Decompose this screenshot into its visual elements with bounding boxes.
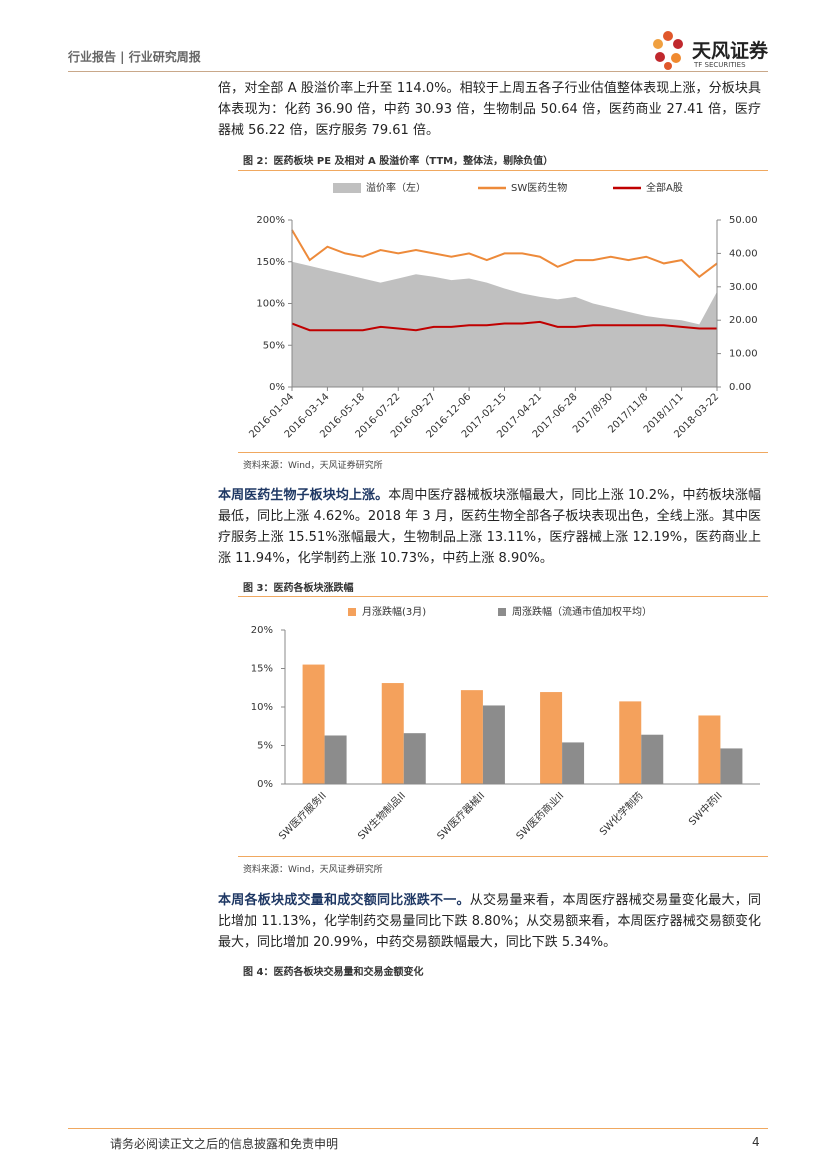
bar xyxy=(403,733,426,784)
y2-tick-label: 0.00 xyxy=(729,382,751,393)
paragraph: 本周各板块成交量和成交额同比涨跌不一。从交易量来看，本周医疗器械交易量变化最大，… xyxy=(218,890,761,953)
header-rule xyxy=(68,71,768,72)
footer-rule xyxy=(68,1128,768,1129)
x-tick-label: SW医疗服务II xyxy=(276,789,329,842)
chart: 0% 50% 100% 150% 200% 0.00 10.00 20.00 30.00 40.0… xyxy=(247,181,758,440)
figure-rule xyxy=(238,170,768,171)
y2-tick-label: 10.00 xyxy=(729,349,758,360)
figure-rule xyxy=(238,596,768,597)
paragraph-lead: 本周各板块成交量和成交额同比涨跌不一。 xyxy=(218,893,470,908)
bar xyxy=(302,664,325,784)
bar xyxy=(482,705,505,784)
x-tick-label: SW生物制品II xyxy=(355,789,408,842)
logo-sub: TF SECURITIES xyxy=(694,61,746,69)
paragraph: 倍，对全部 A 股溢价率上升至 114.0%。相较于上周五各子行业估值整体表现上… xyxy=(218,81,761,138)
x-tick-label: SW中药II xyxy=(686,789,725,828)
bar xyxy=(562,742,585,784)
legend-label: 溢价率（左） xyxy=(366,181,426,194)
figure-caption: 图 3：医药各板块涨跌幅 xyxy=(243,583,354,594)
bar xyxy=(540,692,563,784)
legend-swatch xyxy=(498,608,506,616)
x-tick-label: SW医药商业II xyxy=(513,789,566,842)
figure-caption: 图 4：医药各板块交易量和交易金额变化 xyxy=(243,967,424,978)
y-tick-label: 0% xyxy=(269,382,285,393)
y2-tick-label: 20.00 xyxy=(729,315,758,326)
figure-source: 资料来源：Wind，天风证券研究所 xyxy=(243,865,383,875)
legend-label: 全部A股 xyxy=(646,181,683,194)
line xyxy=(291,229,718,279)
legend-swatch xyxy=(333,183,361,193)
y-tick-label: 50% xyxy=(263,340,285,351)
paragraph-lead: 本周医药生物子板块均上涨。 xyxy=(218,488,389,503)
legend-label: 月涨跌幅(3月) xyxy=(362,605,426,618)
y2-tick-label: 40.00 xyxy=(729,248,758,259)
footer-disclaimer: 请务必阅读正文之后的信息披露和免责申明 xyxy=(110,1137,339,1151)
bar xyxy=(324,735,347,784)
chart: 0% 5% 10% 15% 20% SW医疗服务II SW生物制品II SW医疗器械II SW医… xyxy=(251,605,760,842)
bar xyxy=(720,748,743,784)
bar xyxy=(619,701,642,784)
x-tick-label: SW医疗器械II xyxy=(434,789,487,842)
bar xyxy=(698,715,721,784)
legend-swatch xyxy=(348,608,356,616)
paragraph-text: 本周中医疗器械板块涨幅最大，同比上涨 10.2%，中药板块涨幅最低，同比上涨 4… xyxy=(218,488,761,566)
logo-mark xyxy=(653,31,683,70)
paragraph: 本周医药生物子板块均上涨。本周中医疗器械板块涨幅最大，同比上涨 10.2%，中药… xyxy=(218,485,761,569)
y-tick-label: 15% xyxy=(251,664,273,675)
paragraph-text: 从交易量来看，本周医疗器械交易量变化最大，同比增加 11.13%，化学制药交易量… xyxy=(218,893,761,950)
page-number: 4 xyxy=(752,1135,760,1149)
y-tick-label: 150% xyxy=(256,257,285,268)
logo-name: 天风证券 xyxy=(692,40,769,62)
y2-tick-label: 30.00 xyxy=(729,282,758,293)
y-tick-label: 10% xyxy=(251,702,273,713)
bar xyxy=(641,734,664,784)
figure-source: 资料来源：Wind，天风证券研究所 xyxy=(243,461,383,471)
y2-tick-label: 50.00 xyxy=(729,215,758,226)
figure-rule xyxy=(238,856,768,857)
legend-label: SW医药生物 xyxy=(511,181,567,194)
bar xyxy=(381,683,404,784)
legend-label: 周涨跌幅（流通市值加权平均） xyxy=(512,605,652,618)
y-tick-label: 5% xyxy=(257,741,273,752)
figure-rule xyxy=(238,452,768,453)
y-tick-label: 0% xyxy=(257,779,273,790)
y-tick-label: 100% xyxy=(256,299,285,310)
header-title: 行业报告 | 行业研究周报 xyxy=(68,50,201,64)
figure-caption: 图 2：医药板块 PE 及相对 A 股溢价率（TTM，整体法，剔除负值） xyxy=(243,156,554,167)
line xyxy=(291,320,717,332)
y-tick-label: 20% xyxy=(251,625,273,636)
y-tick-label: 200% xyxy=(256,215,285,226)
bar xyxy=(460,690,483,784)
x-tick-label: SW化学制药 xyxy=(597,789,646,838)
